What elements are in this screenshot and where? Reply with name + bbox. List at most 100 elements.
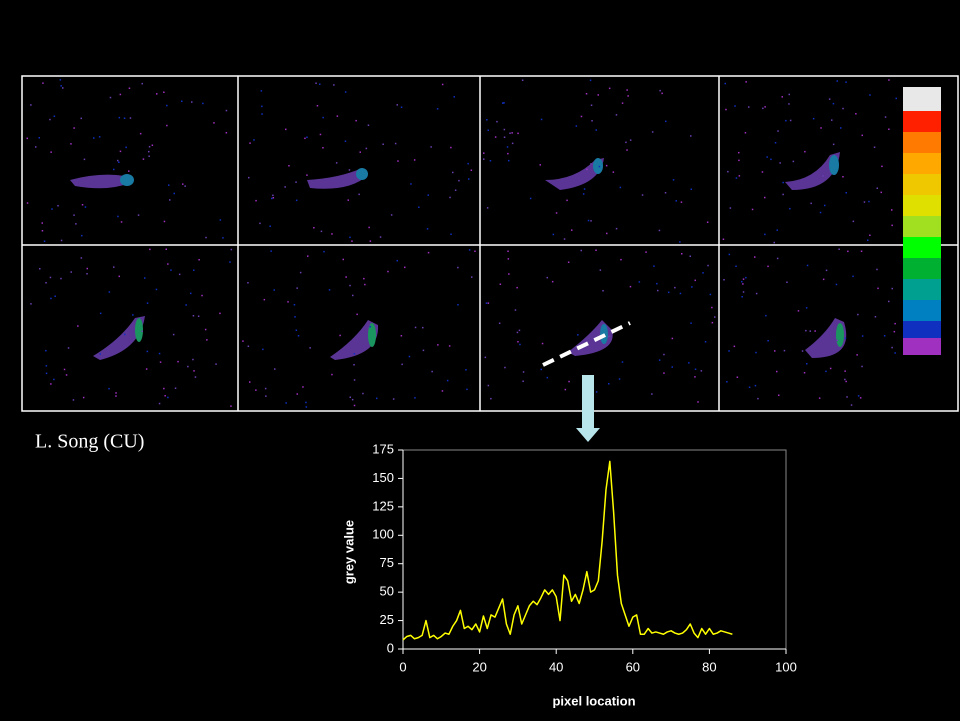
noise-dot — [597, 94, 599, 96]
noise-dot — [880, 191, 882, 194]
noise-dot — [225, 132, 228, 134]
noise-dot — [67, 347, 70, 349]
noise-dot — [598, 165, 601, 168]
noise-dot — [93, 137, 95, 139]
noise-dot — [30, 303, 32, 305]
noise-dot — [486, 119, 488, 121]
data-line — [402, 460, 733, 641]
noise-dot — [605, 164, 608, 167]
noise-dot — [741, 296, 743, 298]
noise-dot — [368, 226, 370, 229]
noise-dot — [163, 220, 166, 223]
noise-dot — [786, 281, 788, 283]
noise-dot — [273, 289, 275, 291]
blob — [356, 168, 368, 180]
noise-dot — [118, 161, 120, 163]
noise-dot — [113, 168, 115, 171]
noise-dot — [674, 286, 676, 289]
noise-dot — [182, 183, 184, 185]
noise-dot — [876, 268, 878, 271]
noise-dot — [320, 230, 323, 233]
noise-dot — [146, 350, 149, 353]
noise-dot — [844, 378, 846, 381]
noise-dot — [486, 207, 489, 209]
blob — [829, 155, 839, 175]
noise-dot — [336, 115, 339, 117]
noise-dot — [261, 113, 263, 115]
blob — [785, 152, 840, 190]
noise-dot — [408, 355, 411, 358]
noise-dot — [60, 239, 63, 242]
noise-dot — [302, 386, 304, 388]
noise-dot — [295, 199, 298, 202]
noise-dot — [70, 143, 72, 145]
noise-dot — [296, 287, 298, 289]
noise-dot — [836, 339, 838, 342]
noise-dot — [450, 233, 452, 235]
noise-dot — [351, 398, 354, 401]
noise-dot — [859, 397, 862, 399]
noise-dot — [645, 251, 647, 253]
noise-dot — [503, 102, 505, 104]
noise-dot — [151, 144, 154, 146]
noise-dot — [376, 397, 378, 400]
noise-dot — [53, 378, 55, 381]
noise-dot — [306, 174, 308, 176]
noise-dot — [255, 199, 257, 202]
noise-dot — [141, 82, 143, 85]
y-axis-label: grey value — [341, 520, 356, 584]
noise-dot — [761, 171, 764, 173]
noise-dot — [722, 238, 725, 240]
noise-dot — [181, 100, 183, 102]
noise-dot — [450, 146, 452, 149]
noise-dot — [83, 158, 86, 161]
noise-dot — [782, 193, 784, 196]
noise-dot — [688, 362, 690, 364]
color-scale — [903, 87, 941, 355]
noise-dot — [108, 291, 111, 293]
noise-dot — [842, 107, 844, 110]
noise-dot — [313, 227, 315, 229]
noise-dot — [26, 202, 29, 204]
noise-dot — [309, 347, 311, 349]
noise-dot — [315, 82, 317, 84]
noise-dot — [458, 179, 460, 182]
noise-dot — [274, 368, 276, 370]
scale-step — [903, 258, 941, 279]
noise-dot — [86, 273, 88, 275]
noise-dot — [564, 388, 567, 391]
noise-dot — [369, 326, 371, 328]
noise-dot — [778, 394, 780, 396]
noise-dot — [555, 212, 558, 214]
noise-dot — [806, 363, 808, 365]
noise-dot — [108, 387, 110, 390]
noise-dot — [783, 349, 786, 352]
noise-dot — [659, 89, 661, 92]
noise-dot — [679, 292, 682, 295]
noise-dot — [80, 117, 82, 120]
noise-dot — [198, 259, 200, 261]
noise-dot — [453, 96, 455, 98]
noise-dot — [615, 114, 618, 116]
noise-dot — [436, 108, 439, 110]
noise-dot — [81, 204, 84, 206]
noise-dot — [714, 316, 716, 318]
noise-dot — [260, 90, 263, 92]
noise-dot — [190, 292, 192, 295]
noise-dot — [382, 143, 384, 145]
profile-line — [542, 321, 631, 367]
noise-dot — [363, 277, 365, 280]
noise-dot — [352, 294, 354, 297]
noise-dot — [726, 381, 728, 383]
noise-dot — [319, 83, 321, 85]
noise-dot — [792, 160, 795, 163]
noise-dot — [855, 113, 857, 115]
noise-dot — [867, 239, 869, 241]
noise-dot — [694, 376, 696, 378]
noise-dot — [118, 275, 120, 278]
noise-dot — [53, 115, 56, 117]
noise-dot — [427, 194, 429, 196]
noise-dot — [838, 248, 840, 250]
scale-step — [903, 338, 941, 355]
noise-dot — [822, 278, 825, 281]
